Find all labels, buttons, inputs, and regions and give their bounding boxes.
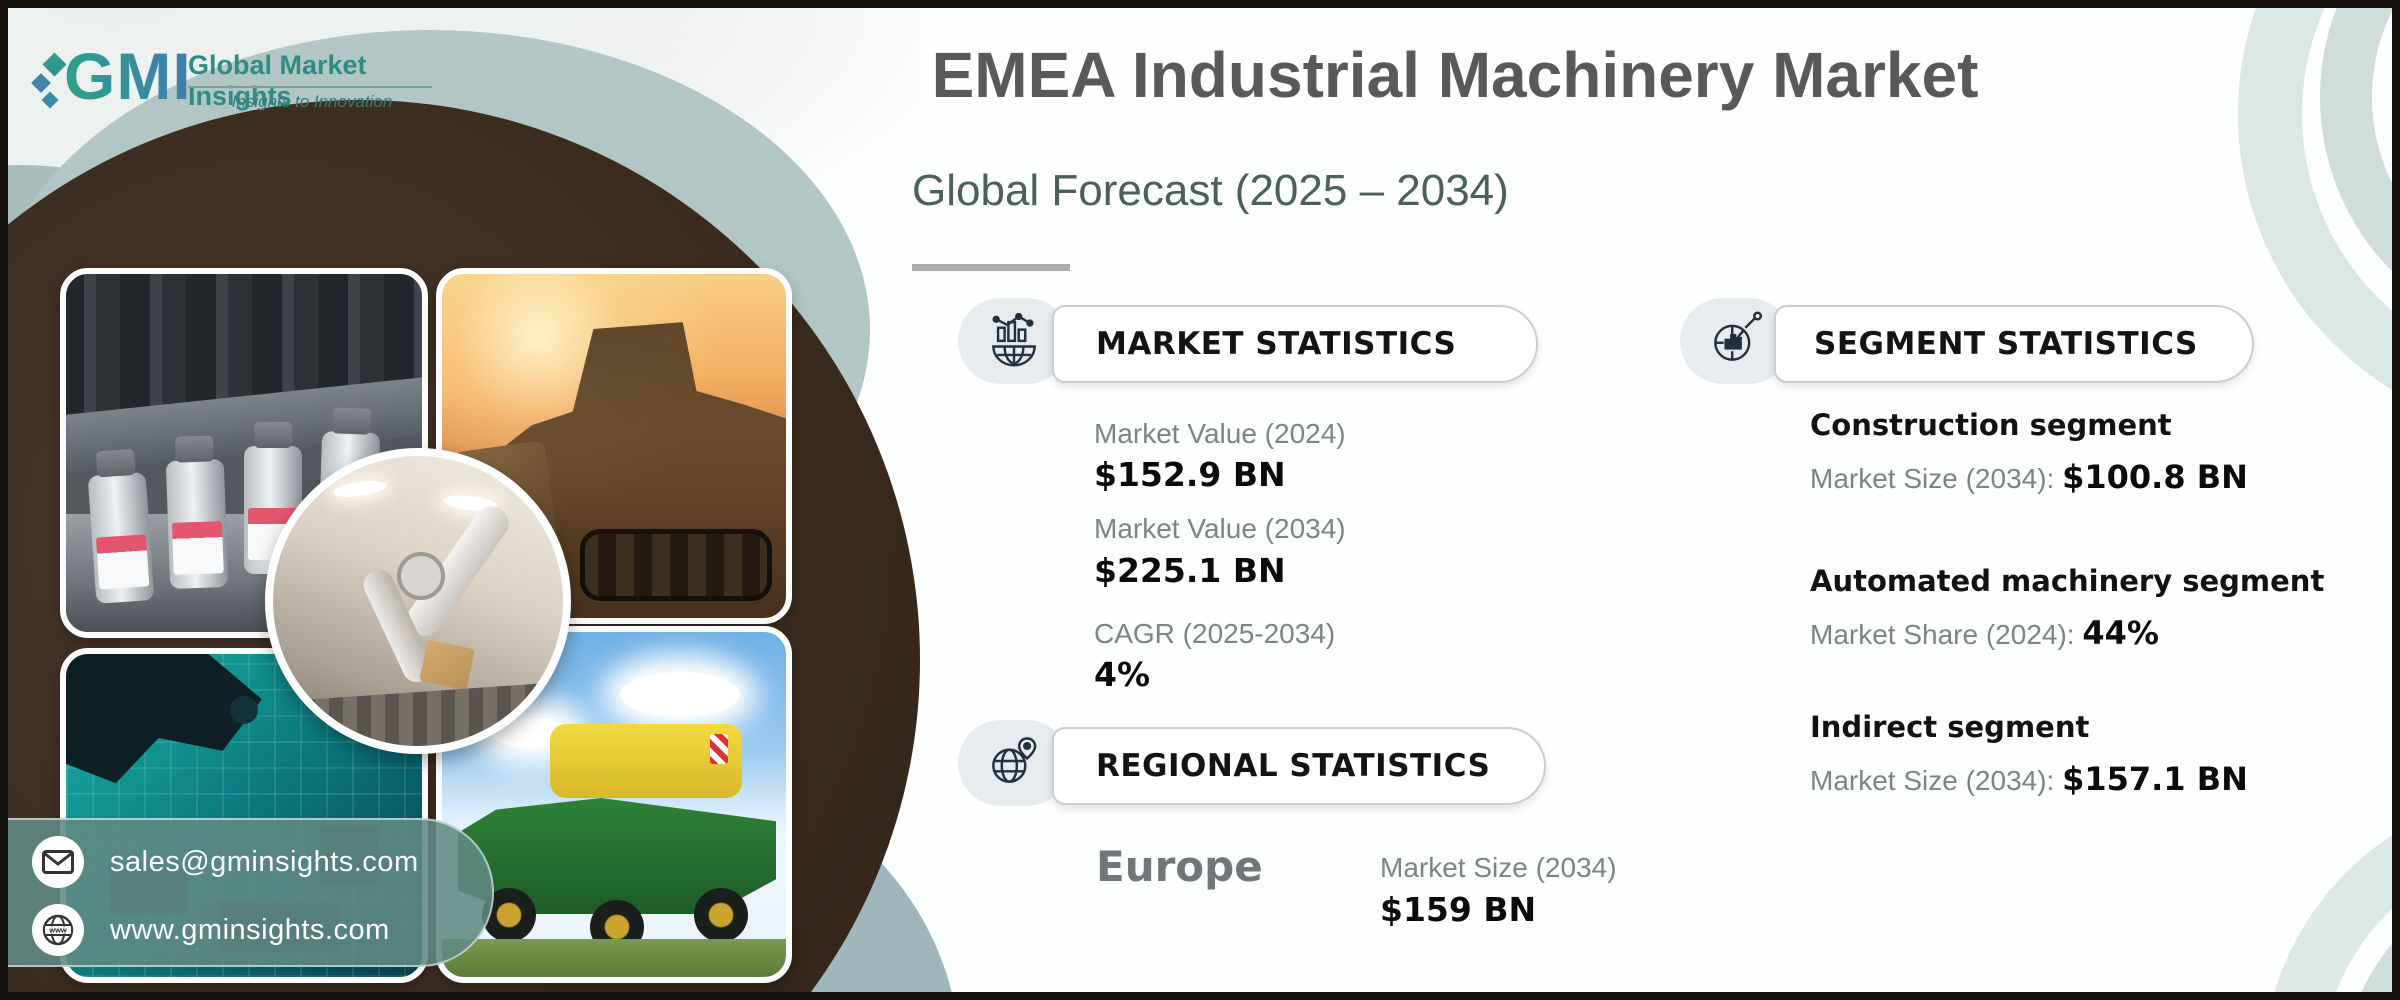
- logo-diamond-icon: [42, 52, 67, 77]
- segment-3-stat: Market Size (2034): $157.1 BN: [1810, 760, 2248, 798]
- photo-robotic-arm-circle: [265, 448, 571, 754]
- regional-statistics-header: REGIONAL STATISTICS: [1052, 727, 1546, 805]
- market-statistics-heading: MARKET STATISTICS: [1096, 326, 1457, 362]
- vial: [165, 459, 229, 589]
- cloud: [620, 672, 740, 716]
- market-statistics-icon-badge: [958, 298, 1070, 384]
- segment-1-name: Construction segment: [1810, 408, 2172, 442]
- segment-statistics-header: SEGMENT STATISTICS: [1774, 305, 2254, 383]
- logo-diamond-icon: [31, 73, 51, 93]
- vial: [87, 472, 155, 604]
- segment-1-value: $100.8 BN: [2062, 458, 2248, 496]
- regional-statistics-heading: REGIONAL STATISTICS: [1096, 748, 1491, 784]
- market-value-2024-label: Market Value (2024): [1094, 418, 1346, 449]
- segment-2-name: Automated machinery segment: [1810, 564, 2325, 598]
- contact-website-row[interactable]: www www.gminsights.com: [32, 904, 390, 956]
- email-icon: [32, 836, 84, 888]
- market-value-2034-value: $225.1 BN: [1094, 551, 1286, 590]
- segment-2-value: 44%: [2082, 614, 2159, 652]
- pie-chart-arrow-icon: [1706, 309, 1766, 374]
- contact-email-row[interactable]: sales@gminsights.com: [32, 836, 419, 888]
- logo-monogram: GMI: [64, 39, 192, 113]
- segment-2-label: Market Share (2024):: [1810, 619, 2075, 650]
- bar-chart-globe-icon: [984, 309, 1044, 374]
- globe-pin-icon: [984, 731, 1044, 796]
- contact-website[interactable]: www.gminsights.com: [110, 913, 390, 946]
- market-statistics-header: MARKET STATISTICS: [1052, 305, 1538, 383]
- segment-statistics-icon-badge: [1680, 298, 1792, 384]
- wheel: [694, 888, 748, 942]
- page-subtitle: Global Forecast (2025 – 2034): [912, 166, 1509, 215]
- ceiling-light: [332, 478, 388, 500]
- segment-2-stat: Market Share (2024): 44%: [1810, 614, 2159, 652]
- parcel-box: [419, 639, 475, 691]
- brand-divider: [188, 86, 432, 88]
- contact-email[interactable]: sales@gminsights.com: [110, 845, 419, 878]
- segment-3-value: $157.1 BN: [2062, 760, 2248, 798]
- cagr-label: CAGR (2025-2034): [1094, 618, 1336, 649]
- field-strip: [442, 939, 786, 977]
- segment-3-name: Indirect segment: [1810, 710, 2090, 744]
- segment-3-label: Market Size (2034):: [1810, 765, 2055, 796]
- region-name: Europe: [1096, 842, 1263, 891]
- seeder-tank: [550, 724, 742, 798]
- brand-logo: GMI Global Market Insights Insights to I…: [0, 0, 520, 150]
- logo-diamond-icon: [41, 91, 59, 109]
- robot-arm-head: [229, 695, 258, 724]
- segment-1-stat: Market Size (2034): $100.8 BN: [1810, 458, 2248, 496]
- brand-tagline: Insights to Innovation: [231, 92, 393, 111]
- svg-text:www: www: [48, 926, 67, 935]
- bulldozer-track: [579, 528, 773, 601]
- robot-arm-joint: [397, 552, 445, 600]
- segment-statistics-heading: SEGMENT STATISTICS: [1814, 326, 2198, 362]
- cagr-value: 4%: [1094, 655, 1151, 694]
- regional-market-size-value: $159 BN: [1380, 890, 1537, 929]
- subtitle-underline: [912, 264, 1070, 271]
- globe-www-icon: www: [32, 904, 84, 956]
- photo-bulldozer: [436, 268, 792, 624]
- contact-banner: sales@gminsights.com www www.gminsights.…: [8, 818, 494, 967]
- market-value-2024-value: $152.9 BN: [1094, 455, 1286, 494]
- photo-collage: [60, 268, 795, 983]
- regional-statistics-icon-badge: [958, 720, 1070, 806]
- segment-1-label: Market Size (2034):: [1810, 463, 2055, 494]
- market-value-2034-label: Market Value (2034): [1094, 513, 1346, 544]
- regional-market-size-label: Market Size (2034): [1380, 852, 1617, 883]
- page-title: EMEA Industrial Machinery Market: [931, 39, 1979, 111]
